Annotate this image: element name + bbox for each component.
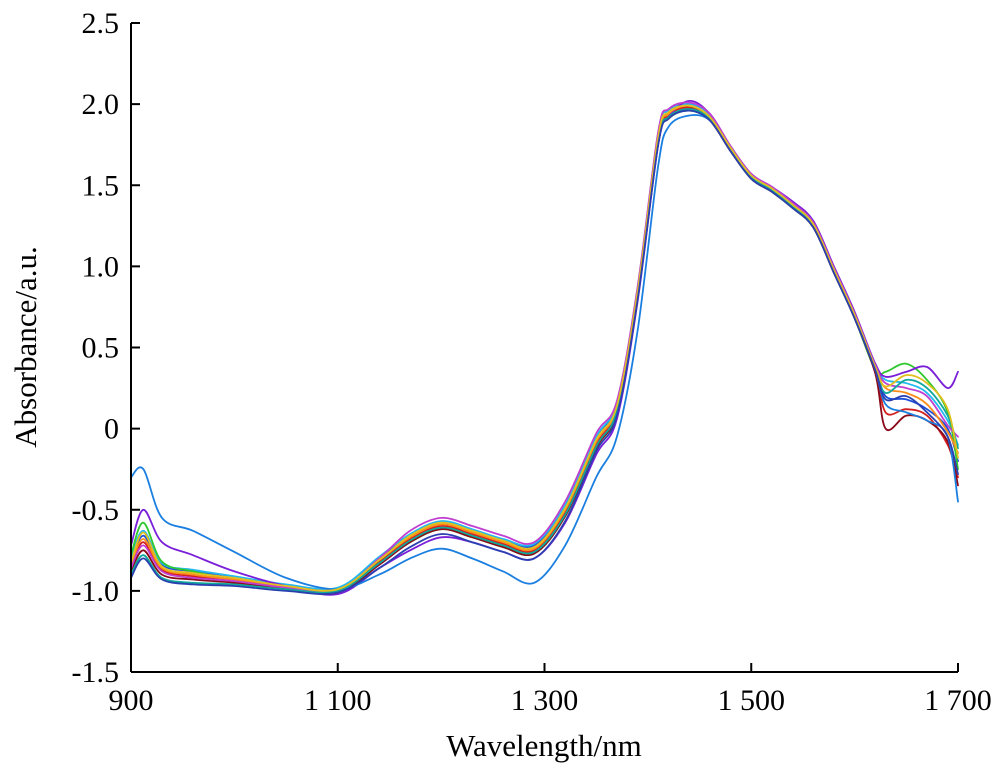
y-axis-ticks: 2.5 2.0 1.5 1.0 0.5 0 -0.5 -1.0 -1.5 (72, 7, 140, 689)
x-tick-label: 900 (109, 684, 154, 717)
y-tick-label: -1.0 (72, 575, 120, 608)
x-axis-title: Wavelength/nm (446, 728, 642, 763)
spectrum-line-5 (130, 99, 959, 596)
spectrum-line-8 (130, 114, 959, 591)
spectrum-line-9 (130, 101, 959, 594)
x-tick-label: 1 500 (718, 684, 786, 717)
spectrum-line-12 (130, 109, 959, 595)
spectrum-line-2 (130, 106, 959, 594)
spectrum-line-6 (130, 104, 959, 592)
x-tick-label: 1 700 (924, 684, 992, 717)
x-tick-label: 1 300 (511, 684, 579, 717)
y-tick-label: 1.0 (82, 250, 120, 283)
y-tick-label: 1.5 (82, 169, 120, 202)
spectrum-line-11 (130, 104, 959, 592)
spectrum-line-7 (130, 108, 959, 595)
y-tick-label: 2.0 (82, 88, 120, 121)
x-axis-ticks: 900 1 100 1 300 1 500 1 700 (109, 663, 992, 717)
y-axis-title: Absorbance/a.u. (8, 246, 43, 447)
y-tick-label: -0.5 (72, 494, 120, 527)
spectrum-line-10 (130, 108, 959, 594)
y-tick-label: 0 (104, 413, 119, 446)
y-tick-label: 2.5 (82, 7, 120, 40)
x-tick-label: 1 100 (304, 684, 372, 717)
spectrum-line-1 (130, 103, 959, 592)
spectrum-line-3 (130, 103, 959, 591)
y-tick-label: 0.5 (82, 332, 120, 365)
series-layer (130, 99, 959, 596)
y-tick-label: -1.5 (72, 656, 120, 689)
spectrum-line-4 (130, 109, 959, 594)
